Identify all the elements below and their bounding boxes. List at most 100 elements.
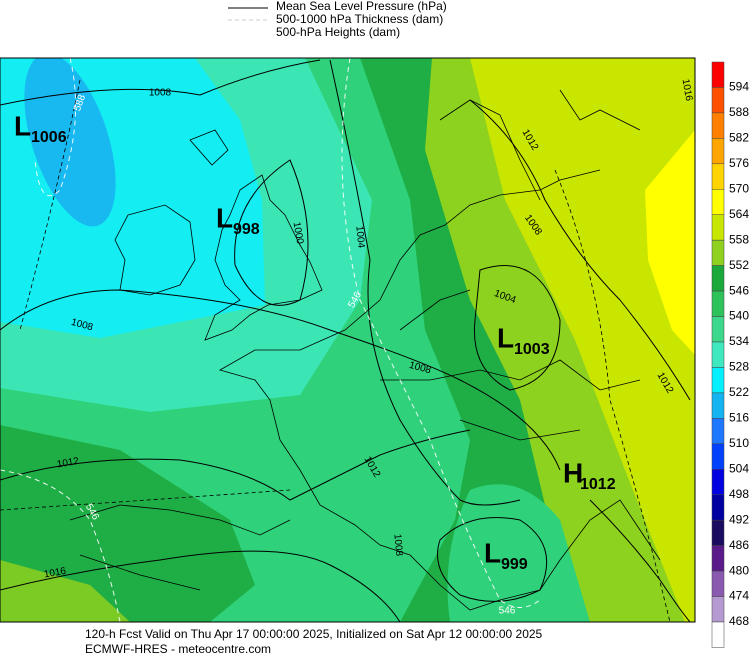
- colorbar-box: [711, 519, 725, 546]
- coastline-north: [439, 89, 641, 201]
- thickness-line: [34, 58, 77, 197]
- legend-label: Mean Sea Level Pressure (hPa): [276, 0, 447, 13]
- isobar: [469, 99, 691, 401]
- footer-line: ECMWF-HRES - meteocentre.com: [85, 642, 271, 656]
- contour-label: 1012: [56, 456, 80, 471]
- colorbar-label: 564: [729, 207, 749, 221]
- pressure-center-letter: H: [563, 457, 583, 488]
- pressure-center-letter: L: [497, 322, 514, 353]
- colorbar-box: [711, 316, 725, 343]
- colorbar-label: 522: [729, 385, 749, 399]
- colorbar-box: [711, 494, 725, 521]
- colorbar-box: [711, 87, 725, 114]
- contour-label: 1008: [391, 533, 404, 557]
- colorbar-box: [711, 112, 725, 139]
- colorbar-box: [711, 214, 725, 241]
- thickness-line: [341, 58, 541, 608]
- colorbar-label: 576: [729, 156, 749, 170]
- colorbar-box: [711, 341, 725, 368]
- colorbar-label: 582: [729, 131, 749, 145]
- colorbar-label: 474: [729, 589, 749, 603]
- contour-label: 1000: [291, 221, 306, 245]
- coastline-britain: [204, 174, 323, 341]
- colorbar-box: [711, 570, 725, 597]
- field-darkgreen-west: [0, 425, 255, 622]
- coastline-south: [279, 439, 661, 611]
- colorbar-box: [711, 163, 725, 190]
- coastline-continent: [218, 169, 601, 441]
- isobar: [0, 550, 401, 622]
- colorbar-label: 486: [729, 538, 749, 552]
- colorbar-label: 468: [729, 614, 749, 628]
- legend-label: 500-hPa Heights (dam): [276, 25, 400, 39]
- isobar: [234, 159, 309, 306]
- coastline-ireland: [114, 204, 196, 296]
- isobar: [0, 59, 321, 106]
- colorbar-box: [711, 469, 725, 495]
- pressure-center-letter: L: [484, 537, 501, 568]
- pressure-center-value: 1006: [31, 129, 67, 146]
- contour-label: 1004: [353, 225, 366, 249]
- isobar: [0, 429, 471, 501]
- legend-label: 500-1000 hPa Thickness (dam): [276, 12, 443, 26]
- colorbar-box: [711, 61, 725, 88]
- colorbar-box: [711, 596, 725, 623]
- colorbar-label: 534: [729, 334, 749, 348]
- colorbar-label: 498: [729, 487, 749, 501]
- isobar: [0, 289, 561, 471]
- contour-label: 1016: [680, 78, 695, 102]
- height-line: [554, 169, 671, 622]
- colorbar-label: 492: [729, 512, 749, 526]
- footer-line: 120-h Fcst Valid on Thu Apr 17 00:00:00 …: [85, 627, 543, 641]
- isobar: [473, 265, 561, 391]
- pressure-center-letter: L: [14, 110, 31, 141]
- isobar: [437, 517, 548, 602]
- colorbar-box: [711, 138, 725, 165]
- contour-label: 1008: [149, 88, 172, 99]
- colorbar-label: 570: [729, 181, 749, 195]
- colorbar-label: 516: [729, 411, 749, 425]
- legend: Mean Sea Level Pressure (hPa) 500-1000 h…: [228, 0, 447, 39]
- colorbar-label: 540: [729, 309, 749, 323]
- coastline-iberia: [69, 504, 291, 591]
- colorbar-label: 510: [729, 436, 749, 450]
- colorbar-label: 546: [729, 283, 749, 297]
- isobar: [329, 59, 521, 506]
- colorbar-label: 552: [729, 258, 749, 272]
- coastline-islands: [189, 129, 229, 166]
- field-lightgreen-west: [0, 560, 130, 622]
- field-yellow: [645, 130, 695, 355]
- colorbar-box: [711, 239, 725, 266]
- contour-label: 1016: [43, 566, 67, 581]
- colorbar-box: [711, 290, 725, 317]
- colorbar-box: [711, 189, 725, 215]
- pressure-center-letter: L: [216, 202, 233, 233]
- height-line: [19, 79, 81, 331]
- pressure-center-value: 998: [233, 221, 260, 238]
- colorbar-label: 504: [729, 461, 749, 475]
- pressure-center-value: 1003: [514, 341, 550, 358]
- colorbar-box: [711, 367, 725, 394]
- colorbar-box: [711, 418, 725, 445]
- colorbar-box: [711, 265, 725, 292]
- colorbar-box: [711, 443, 725, 470]
- borders: [380, 289, 641, 441]
- pressure-center-value: 1012: [580, 476, 616, 493]
- colorbar-label: 528: [729, 360, 749, 374]
- colorbar-box: [711, 621, 725, 648]
- colorbar-label: 480: [729, 563, 749, 577]
- pressure-center-value: 999: [501, 556, 528, 573]
- map-frame: [0, 57, 696, 623]
- contour-label: 546: [499, 606, 516, 617]
- colorbar-label: 594: [729, 80, 749, 94]
- colorbar-label: 558: [729, 232, 749, 246]
- colorbar-box: [711, 545, 725, 572]
- height-line: [0, 489, 291, 511]
- colorbar-box: [711, 392, 725, 419]
- field-yellowgreen: [470, 58, 695, 622]
- isobar: [589, 499, 691, 622]
- colorbar: 594 588 582 576 570 564 558 552 546 540 534 528 522 5…: [711, 61, 749, 648]
